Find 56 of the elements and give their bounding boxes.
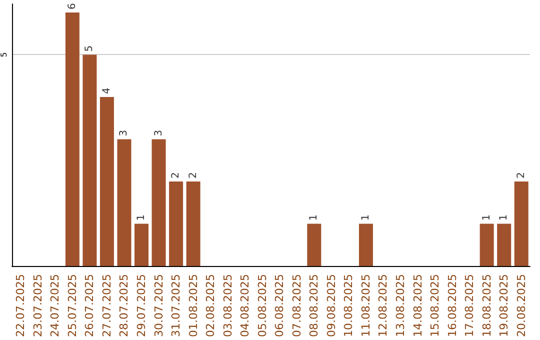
bar xyxy=(480,224,494,266)
x-tick-label: 14.08.2025 xyxy=(411,274,424,338)
bar xyxy=(65,12,80,266)
x-tick-label: 19.08.2025 xyxy=(498,274,511,338)
x-tick-label: 10.08.2025 xyxy=(342,274,356,338)
x-tick-label: 08.08.2025 xyxy=(308,274,321,338)
x-tick-label: 11.08.2025 xyxy=(359,274,372,338)
x-tick-label: 27.07.2025 xyxy=(100,274,114,338)
bar xyxy=(186,181,200,266)
data-label: 1 xyxy=(308,214,320,221)
x-tick-label: 30.07.2025 xyxy=(152,274,166,338)
x-tick-label: 26.07.2025 xyxy=(83,274,96,338)
x-tick-label: 12.08.2025 xyxy=(376,274,390,338)
bar xyxy=(307,224,322,266)
x-tick-label: 29.07.2025 xyxy=(135,274,148,338)
x-tick-label: 25.07.2025 xyxy=(66,274,79,338)
x-tick-label: 23.07.2025 xyxy=(31,274,44,338)
bar xyxy=(82,54,97,266)
x-tick-label: 09.08.2025 xyxy=(324,274,338,338)
data-label: 3 xyxy=(118,130,130,136)
data-label: 4 xyxy=(101,88,112,94)
data-label: 2 xyxy=(516,172,527,178)
data-label: 1 xyxy=(498,214,510,221)
x-tick-label: 28.07.2025 xyxy=(118,274,131,338)
data-label: 3 xyxy=(153,130,164,136)
data-label: 1 xyxy=(360,214,372,221)
data-label: 6 xyxy=(66,3,78,10)
x-tick-label: 18.08.2025 xyxy=(480,274,494,338)
bar xyxy=(358,224,373,266)
bar xyxy=(169,181,184,266)
bar xyxy=(117,139,132,266)
x-tick-label: 05.08.2025 xyxy=(256,274,269,338)
x-tick-label: 04.08.2025 xyxy=(238,274,252,338)
bar xyxy=(514,181,528,266)
bar xyxy=(134,224,148,266)
x-tick-label: 31.07.2025 xyxy=(170,274,183,338)
x-tick-label: 02.08.2025 xyxy=(204,274,218,338)
x-tick-label: 16.08.2025 xyxy=(446,274,459,338)
bar xyxy=(100,96,114,266)
data-label: 2 xyxy=(188,172,199,178)
bar xyxy=(497,224,512,266)
x-tick-label: 01.08.2025 xyxy=(186,274,200,338)
data-label: 1 xyxy=(136,214,147,221)
x-tick-label: 24.07.2025 xyxy=(48,274,62,338)
x-tick-label: 22.07.2025 xyxy=(14,274,28,338)
x-tick-label: 20.08.2025 xyxy=(514,274,528,338)
data-label: 5 xyxy=(84,45,96,52)
x-tick-label: 15.08.2025 xyxy=(428,274,442,338)
x-tick-label: 17.08.2025 xyxy=(463,274,476,338)
x-tick-label: 13.08.2025 xyxy=(394,274,407,338)
bar xyxy=(152,139,166,266)
data-label: 2 xyxy=(170,172,182,178)
x-tick-label: 07.08.2025 xyxy=(290,274,304,338)
x-tick-label: 06.08.2025 xyxy=(273,274,286,338)
x-tick-label: 03.08.2025 xyxy=(221,274,234,338)
data-label: 1 xyxy=(481,214,492,221)
